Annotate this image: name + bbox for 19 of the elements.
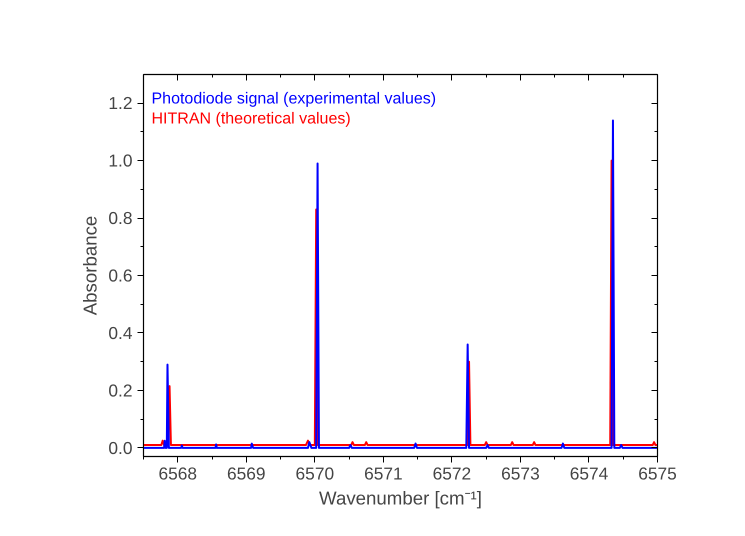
text: Photodiode signal (experimental values) <box>152 90 436 108</box>
y-tick-label: 0.4 <box>108 322 133 343</box>
y-tick-label: 1.2 <box>108 93 133 114</box>
y-tick-label: 0.6 <box>108 266 133 286</box>
y-axis-title: Absorbance <box>79 216 100 316</box>
x-tick-label: 6573 <box>501 464 540 484</box>
y-tick-label: 0.8 <box>108 208 133 228</box>
y-tick-label: 0.2 <box>108 380 133 400</box>
x-tick-label: 6571 <box>364 464 403 484</box>
x-tick-label: 6569 <box>227 464 266 484</box>
x-tick-label: 6568 <box>158 464 198 484</box>
text: HITRAN (theoretical values) <box>152 110 351 128</box>
x-tick-label: 6570 <box>296 464 334 484</box>
x-axis-title: Wavenumber [cm⁻¹] <box>319 488 482 508</box>
x-tick-label: 6574 <box>570 464 609 484</box>
x-tick-label: 6575 <box>638 464 677 484</box>
y-tick-label: 1.0 <box>108 150 133 171</box>
y-tick-label: 0.0 <box>108 438 133 458</box>
x-tick-label: 6572 <box>432 464 472 484</box>
